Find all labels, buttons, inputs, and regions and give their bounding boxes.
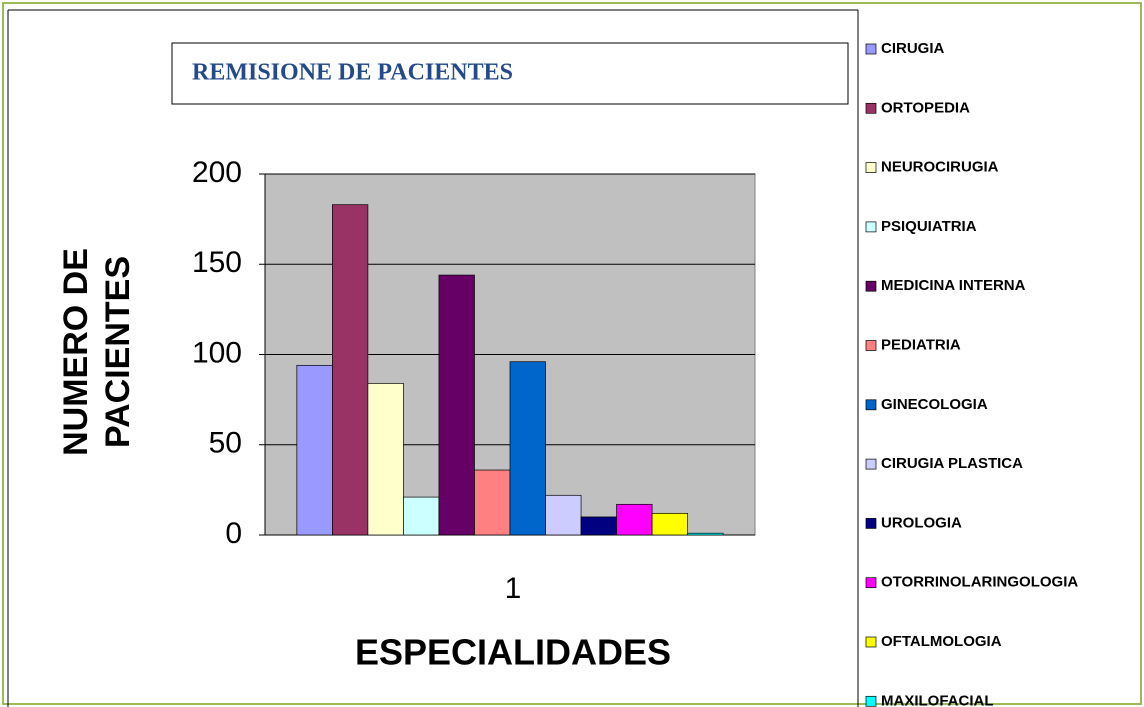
legend-swatch	[865, 221, 877, 233]
bar	[509, 361, 546, 536]
legend-label: OTORRINOLARINGOLOGIA	[881, 574, 1078, 591]
y-tick-label: 150	[192, 246, 242, 279]
bar	[332, 204, 369, 536]
title-box	[171, 42, 849, 105]
legend-label: PEDIATRIA	[881, 336, 961, 353]
bar	[296, 364, 333, 536]
bar	[687, 532, 724, 536]
legend-label: CIRUGIA PLASTICA	[881, 455, 1023, 472]
legend-swatch	[865, 340, 877, 351]
legend-swatch	[865, 162, 877, 173]
bar	[580, 516, 617, 536]
legend-swatch	[865, 695, 877, 707]
legend-label: MEDICINA INTERNA	[881, 277, 1026, 294]
bar	[438, 274, 475, 536]
legend-swatch	[865, 102, 877, 114]
x-axis-label: ESPECIALIDADES	[355, 632, 671, 673]
y-tick-label: 0	[225, 517, 242, 550]
legend-swatch	[865, 43, 877, 55]
legend-label: UROLOGIA	[881, 514, 962, 531]
legend-label: ORTOPEDIA	[881, 99, 970, 116]
bar	[616, 503, 653, 536]
legend-label: OFTALMOLOGIA	[881, 633, 1002, 650]
legend-swatch	[865, 399, 877, 411]
x-tick-label: 1	[505, 572, 522, 605]
legend-swatch	[865, 280, 877, 292]
legend-label: MAXILOFACIAL	[881, 692, 994, 707]
bar	[474, 469, 511, 536]
legend-swatch	[865, 518, 877, 529]
bar	[545, 494, 582, 536]
bar	[403, 496, 440, 536]
legend-swatch	[865, 458, 877, 470]
bar	[651, 512, 688, 536]
legend-swatch	[865, 636, 877, 648]
chart-title: REMISIONE DE PACIENTES	[192, 60, 513, 86]
legend-swatch	[865, 577, 877, 589]
legend-label: CIRUGIA	[881, 40, 945, 57]
legend-label: GINECOLOGIA	[881, 396, 988, 413]
y-tick-label: 50	[209, 427, 242, 460]
y-tick-label: 200	[192, 156, 242, 189]
legend-label: PSIQUIATRIA	[881, 218, 977, 235]
bar	[367, 383, 404, 536]
y-tick-label: 100	[192, 336, 242, 369]
y-axis-label: NUMERO DE PACIENTES	[57, 248, 137, 456]
legend-label: NEUROCIRUGIA	[881, 159, 999, 176]
